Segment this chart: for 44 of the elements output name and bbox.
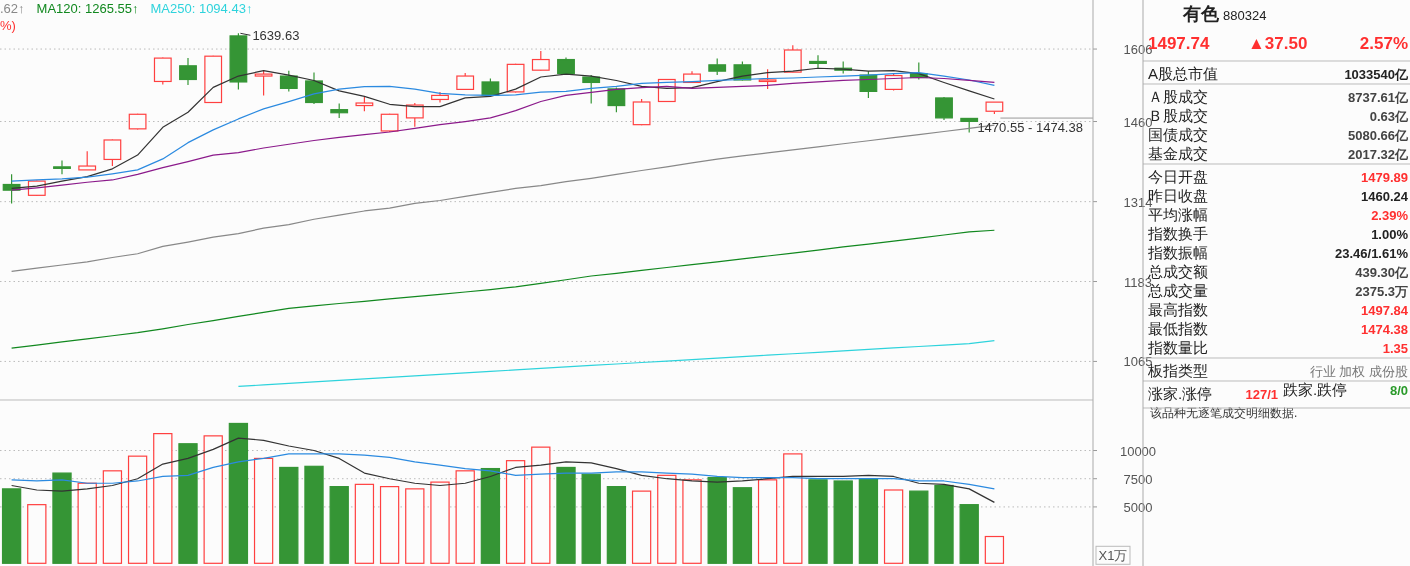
category-label: 指数量比	[1147, 339, 1208, 356]
category-label: 指数振幅	[1147, 244, 1208, 261]
category-label: 涨家.涨停	[1148, 385, 1213, 402]
category-label: 基金成交	[1148, 145, 1208, 162]
text: ▲37.50	[1248, 34, 1308, 53]
text: 2.39%	[1371, 208, 1408, 223]
category-label: 跌家.跌停	[1283, 381, 1348, 398]
text: 1.35	[1382, 341, 1408, 356]
text: 有色	[1182, 4, 1220, 24]
text: 1.00%	[1371, 227, 1408, 242]
category-label: 指数换手	[1147, 225, 1208, 242]
category-label: A股总市值	[1148, 65, 1219, 82]
annotation: 1470.55 - 1474.38	[977, 120, 1083, 136]
legend: .62↑ MA120: 1265.55↑ MA250: 1094.43↑	[0, 1, 253, 16]
text: 439.30亿	[1355, 265, 1408, 280]
annotation: 1639.63	[252, 28, 300, 44]
annotation: %)	[0, 18, 16, 33]
text: 1460.24	[1361, 189, 1408, 204]
text: 880324	[1223, 8, 1267, 23]
category-label: 最低指数	[1148, 320, 1208, 337]
text: 1474.38	[1361, 322, 1408, 337]
text: 8737.61亿	[1348, 90, 1408, 105]
text: 127/1	[1245, 387, 1278, 402]
text: 该品种无逐笔成交明细数据.	[1150, 406, 1298, 420]
text: 2017.32亿	[1348, 147, 1408, 162]
y-tick-label: 5000	[1123, 499, 1153, 515]
text: 行业 加权 成份股	[1309, 364, 1408, 379]
text: 0.63亿	[1369, 109, 1408, 124]
y-axis-title: X1万	[1098, 548, 1128, 564]
text: 8/0	[1389, 383, 1408, 398]
text: 1033540亿	[1344, 67, 1408, 82]
y-tick-label: 7500	[1123, 471, 1153, 487]
text: 2.57%	[1359, 34, 1408, 53]
text: 2375.3万	[1355, 284, 1408, 299]
category-label: 最高指数	[1148, 301, 1208, 318]
text: 23.46/1.61%	[1334, 246, 1408, 261]
text: 1497.84	[1361, 303, 1408, 318]
text: 1479.89	[1361, 170, 1408, 185]
y-tick-label: 10000	[1119, 443, 1157, 459]
category-label: Ａ股成交	[1148, 88, 1208, 105]
text: 5080.66亿	[1348, 128, 1408, 143]
category-label: 国债成交	[1148, 126, 1208, 143]
category-label: 今日开盘	[1148, 168, 1208, 185]
category-label: 平均涨幅	[1148, 206, 1208, 223]
